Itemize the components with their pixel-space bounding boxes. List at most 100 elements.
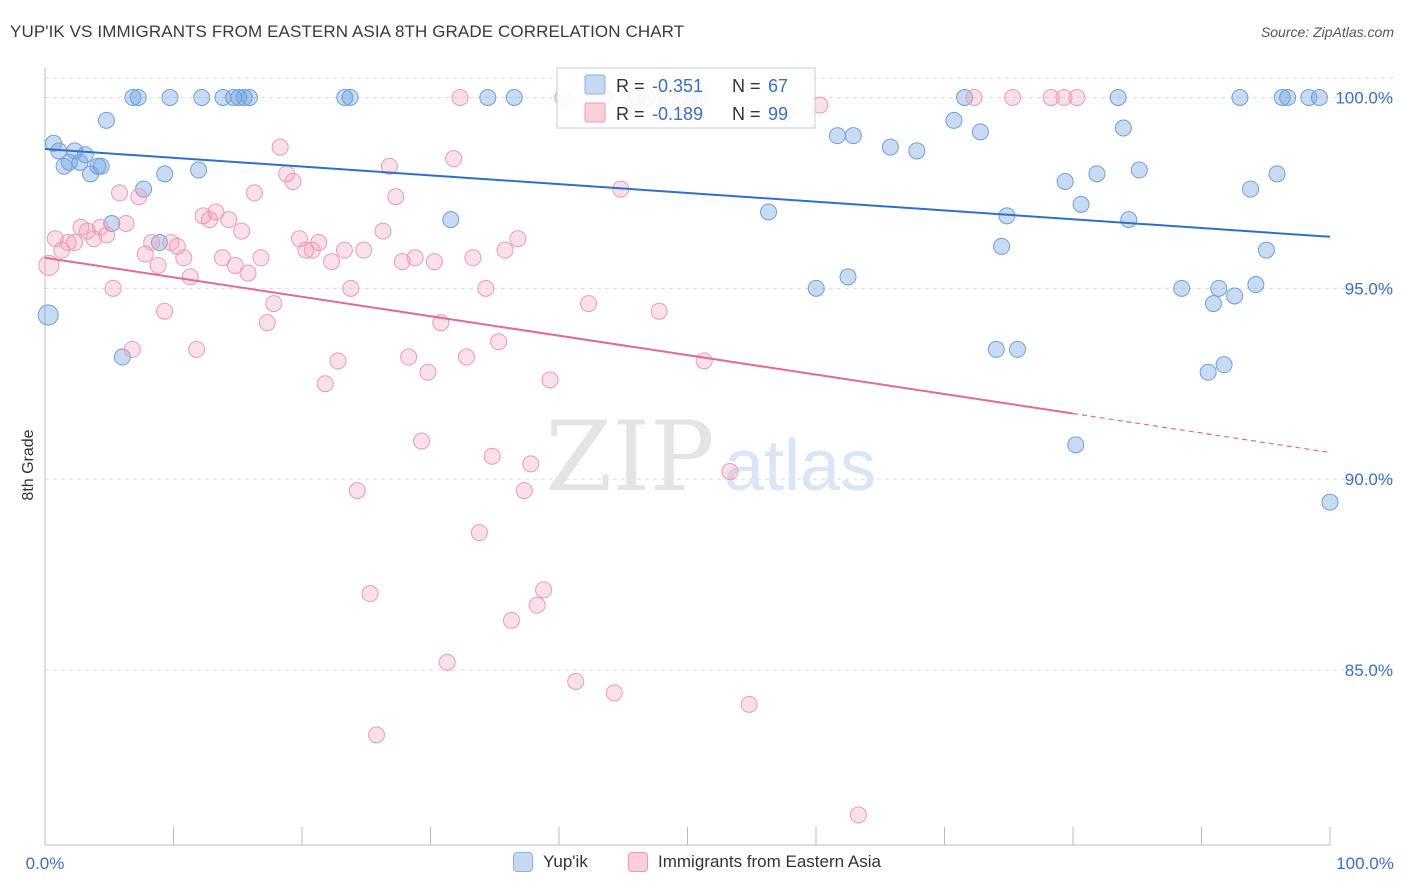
point-yupik-69 xyxy=(1242,180,1260,198)
point-immigrants-90 xyxy=(721,463,739,481)
legend-box: R = -0.351 N = 67 R = -0.189 N = 99 xyxy=(556,67,816,129)
point-yupik-14 xyxy=(124,89,142,106)
point-yupik-62 xyxy=(1173,279,1191,297)
legend-n-value-2: 99 xyxy=(768,104,788,124)
point-immigrants-33 xyxy=(252,249,270,267)
y-tick-label-90: 90.0% xyxy=(1345,470,1393,489)
legend-item-yupik: Yup'ik xyxy=(513,852,588,872)
point-yupik-73 xyxy=(1273,89,1291,106)
point-yupik-20 xyxy=(190,161,208,179)
point-immigrants-53 xyxy=(380,157,398,175)
point-immigrants-60 xyxy=(425,253,443,271)
point-yupik-15 xyxy=(129,89,147,106)
point-yupik-44 xyxy=(844,127,862,145)
point-immigrants-4 xyxy=(66,234,84,252)
x-tick-label-100: 100.0% xyxy=(1336,854,1394,873)
point-yupik-21 xyxy=(193,89,211,106)
point-immigrants-52 xyxy=(374,222,392,240)
point-immigrants-21 xyxy=(175,249,193,267)
point-immigrants-46 xyxy=(335,241,353,259)
legend-swatch-immigrants-bottom xyxy=(628,852,648,872)
point-yupik-70 xyxy=(1247,276,1265,294)
legend-r-value-2: -0.189 xyxy=(652,104,703,124)
point-immigrants-96 xyxy=(1042,89,1060,106)
point-yupik-25 xyxy=(235,89,253,106)
trend-line-immigrants-extension xyxy=(1072,412,1331,454)
point-yupik-46 xyxy=(908,142,926,160)
y-tick-label-85: 85.0% xyxy=(1345,661,1393,680)
point-yupik-68 xyxy=(1231,89,1249,106)
point-immigrants-3 xyxy=(59,234,77,252)
point-immigrants-31 xyxy=(239,264,257,282)
point-yupik-71 xyxy=(1257,241,1275,259)
legend-r-value-1: -0.351 xyxy=(652,76,703,96)
point-yupik-7 xyxy=(76,146,94,164)
source-label: Source: ZipAtlas.com xyxy=(1260,24,1394,40)
legend-label-immigrants: Immigrants from Eastern Asia xyxy=(658,852,881,871)
grid-lines xyxy=(45,77,1395,671)
point-yupik-63 xyxy=(1199,363,1217,381)
point-immigrants-77 xyxy=(535,581,553,599)
point-immigrants-75 xyxy=(522,455,540,473)
point-immigrants-62 xyxy=(438,653,456,671)
point-yupik-65 xyxy=(1210,279,1228,297)
point-yupik-64 xyxy=(1204,295,1222,313)
legend-bottom: Yup'ik Immigrants from Eastern Asia xyxy=(0,852,1406,878)
y-axis-title: 8th Grade xyxy=(20,429,37,500)
point-yupik-43 xyxy=(839,268,857,286)
point-yupik-76 xyxy=(1310,89,1328,106)
watermark-atlas: atlas xyxy=(724,426,876,506)
point-immigrants-10 xyxy=(104,279,122,297)
legend-swatch-yupik-bottom xyxy=(513,852,533,872)
point-yupik-66 xyxy=(1215,356,1233,374)
point-immigrants-38 xyxy=(284,172,302,190)
point-immigrants-64 xyxy=(451,89,469,106)
point-immigrants-0 xyxy=(38,254,60,276)
axes: 85.0% 90.0% 95.0% 100.0% 0.0% 100.0% 8th Grade xyxy=(20,68,1394,873)
point-immigrants-13 xyxy=(123,340,141,358)
point-yupik-48 xyxy=(956,89,974,106)
point-immigrants-16 xyxy=(143,234,161,252)
point-immigrants-27 xyxy=(213,249,231,267)
point-immigrants-78 xyxy=(541,371,559,389)
point-yupik-31 xyxy=(505,89,523,106)
point-immigrants-95 xyxy=(1004,89,1022,106)
legend-n-value-1: 67 xyxy=(768,76,788,96)
legend-label-yupik: Yup'ik xyxy=(543,852,588,871)
point-yupik-47 xyxy=(945,111,963,129)
point-immigrants-80 xyxy=(567,672,585,690)
point-immigrants-42 xyxy=(310,234,328,252)
point-immigrants-67 xyxy=(470,524,488,542)
point-immigrants-63 xyxy=(445,150,463,168)
point-yupik-30 xyxy=(479,89,497,106)
point-immigrants-22 xyxy=(181,268,199,286)
point-immigrants-57 xyxy=(406,249,424,267)
point-immigrants-11 xyxy=(111,184,129,202)
y-tick-label-100: 100.0% xyxy=(1335,89,1393,108)
point-immigrants-29 xyxy=(226,256,244,274)
point-yupik-58 xyxy=(1109,89,1127,106)
point-immigrants-86 xyxy=(650,302,668,320)
point-immigrants-83 xyxy=(605,684,623,702)
point-immigrants-58 xyxy=(413,432,431,450)
point-immigrants-32 xyxy=(245,184,263,202)
point-yupik-19 xyxy=(161,89,179,106)
point-immigrants-70 xyxy=(490,333,508,351)
point-immigrants-65 xyxy=(457,348,475,366)
point-immigrants-89 xyxy=(695,352,713,370)
point-immigrants-36 xyxy=(271,138,289,156)
point-immigrants-49 xyxy=(355,241,373,259)
point-yupik-39 xyxy=(760,203,778,221)
point-immigrants-81 xyxy=(580,295,598,313)
trend-line-immigrants xyxy=(44,256,1074,415)
trend-line-yupik xyxy=(44,148,1331,238)
point-immigrants-74 xyxy=(515,482,533,500)
point-yupik-28 xyxy=(341,89,359,106)
x-tick-label-0: 0.0% xyxy=(26,854,65,873)
point-yupik-42 xyxy=(828,127,846,145)
point-immigrants-71 xyxy=(496,241,514,259)
point-yupik-27 xyxy=(336,89,354,106)
chart-title: YUP'IK VS IMMIGRANTS FROM EASTERN ASIA 8… xyxy=(10,22,685,41)
legend-swatch-immigrants xyxy=(584,102,606,123)
